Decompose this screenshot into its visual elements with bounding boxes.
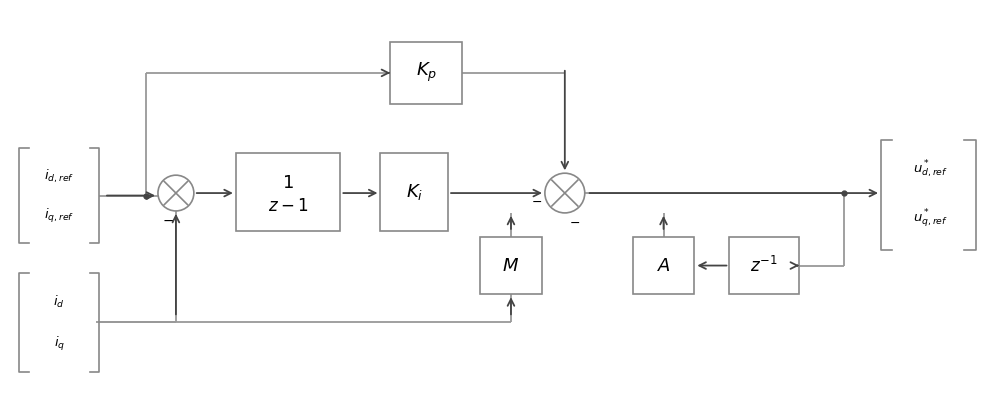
- Text: $M$: $M$: [502, 257, 519, 274]
- Text: $1$: $1$: [282, 174, 294, 192]
- Text: $K_i$: $K_i$: [406, 182, 423, 202]
- Text: $u^*_{d,ref}$: $u^*_{d,ref}$: [913, 158, 948, 180]
- Text: $i_{q,ref}$: $i_{q,ref}$: [44, 207, 74, 225]
- Text: $z-1$: $z-1$: [268, 197, 308, 215]
- Text: $A$: $A$: [657, 257, 671, 274]
- Bar: [380, 153, 448, 231]
- Bar: [480, 237, 542, 294]
- Text: $z^{-1}$: $z^{-1}$: [750, 256, 778, 276]
- Text: $-$: $-$: [162, 213, 174, 227]
- Text: $-$: $-$: [569, 216, 580, 229]
- Text: $i_q$: $i_q$: [54, 335, 65, 353]
- Text: $i_d$: $i_d$: [53, 294, 65, 310]
- Bar: [390, 42, 462, 104]
- Text: $K_p$: $K_p$: [416, 61, 437, 85]
- Bar: [633, 237, 694, 294]
- Bar: [236, 153, 340, 231]
- Text: $-$: $-$: [531, 195, 542, 208]
- Bar: [729, 237, 799, 294]
- Text: $u^*_{q,ref}$: $u^*_{q,ref}$: [913, 208, 948, 230]
- Text: $i_{d,ref}$: $i_{d,ref}$: [44, 168, 74, 185]
